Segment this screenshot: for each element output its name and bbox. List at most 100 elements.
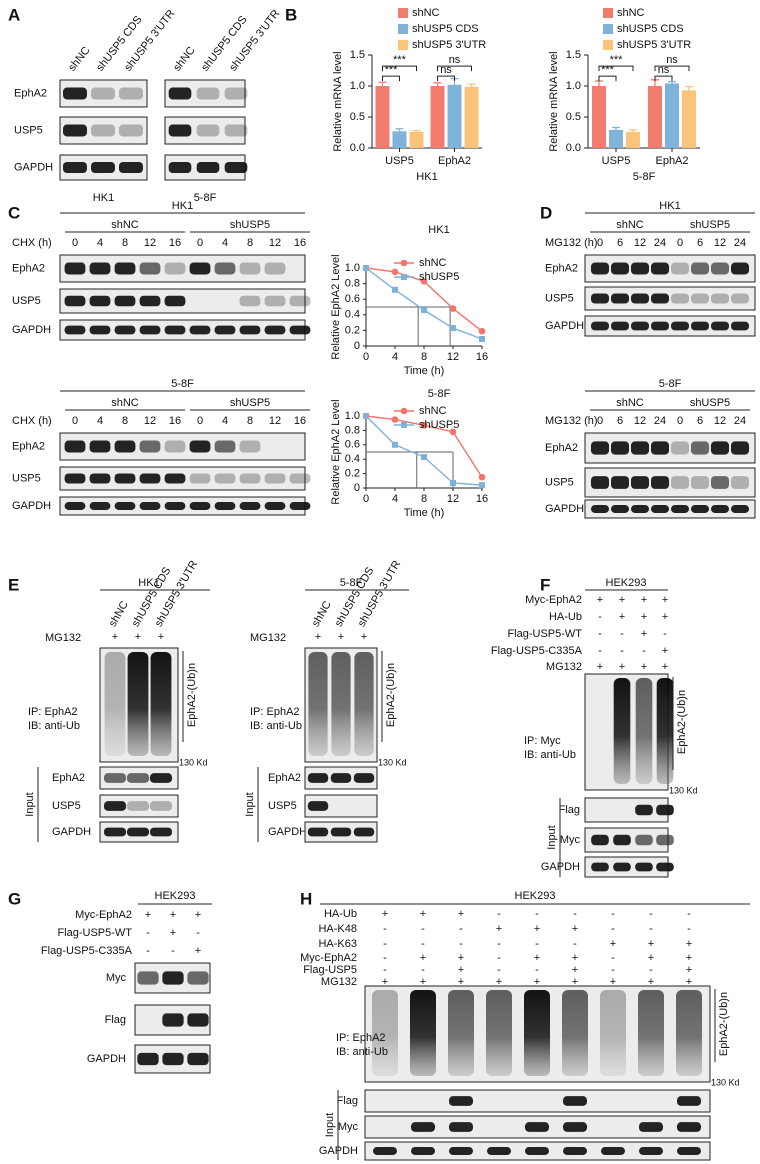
- y-tick-label: 0.6: [345, 293, 360, 305]
- error-bar: [378, 81, 387, 86]
- x-axis-label: 5-8F: [633, 171, 656, 183]
- panel-label: D: [540, 203, 552, 222]
- band: [730, 293, 750, 304]
- band: [103, 827, 127, 837]
- sign: -: [649, 923, 653, 935]
- sign: +: [648, 952, 654, 964]
- lane-label: shUSP5 3'UTR: [227, 8, 282, 74]
- row-label: GAPDH: [12, 324, 51, 336]
- legend-marker: [400, 259, 408, 267]
- legend-label: shUSP5 CDS: [617, 23, 684, 35]
- band: [126, 827, 150, 837]
- sign: +: [458, 964, 464, 976]
- band: [139, 325, 161, 335]
- row-label: GAPDH: [545, 503, 584, 515]
- treatment-label: CHX (h): [12, 237, 52, 249]
- sign: +: [195, 945, 201, 957]
- smear: [486, 990, 512, 1076]
- band: [670, 293, 690, 304]
- row-label: Myc: [106, 972, 127, 984]
- x-tick-label: 12: [447, 493, 459, 505]
- sign: -: [383, 938, 387, 950]
- y-axis-label: Relative mRNA level: [548, 51, 560, 151]
- band: [196, 87, 220, 100]
- time-label: 4: [97, 415, 103, 427]
- band: [710, 262, 730, 275]
- time-label: 4: [97, 237, 103, 249]
- legend-label: shUSP5 CDS: [412, 23, 479, 35]
- panel-label: C: [8, 203, 20, 222]
- smear: [613, 678, 631, 784]
- band: [677, 1147, 701, 1155]
- band: [650, 293, 670, 304]
- sign: -: [171, 945, 175, 957]
- legend-marker: [401, 274, 407, 280]
- chart-title: HK1: [428, 224, 449, 236]
- time-label: 0: [597, 415, 603, 427]
- y-tick-label: 0.6: [345, 439, 360, 451]
- band: [650, 505, 670, 513]
- band: [730, 505, 750, 513]
- input-label: Input: [244, 792, 256, 816]
- condition-label: Myc-EphA2: [525, 594, 582, 606]
- row-label: EphA2: [52, 772, 85, 784]
- error-bar: [467, 83, 476, 87]
- error-bar: [629, 129, 637, 132]
- row-label: USP5: [545, 292, 574, 304]
- sign: +: [112, 631, 118, 643]
- x-tick-label: 0: [363, 351, 369, 363]
- blot-frame: [584, 499, 756, 519]
- cell-label: HK1: [138, 577, 159, 589]
- band: [730, 321, 750, 331]
- band: [187, 1052, 209, 1066]
- band: [103, 801, 127, 811]
- band: [119, 87, 143, 100]
- sign: +: [641, 661, 647, 673]
- sign: +: [662, 645, 668, 657]
- band: [162, 971, 184, 985]
- sign: +: [648, 938, 654, 950]
- row-label: Flag: [105, 1014, 126, 1026]
- sign: -: [598, 645, 602, 657]
- marker: [450, 325, 456, 332]
- sig-bracket: [654, 75, 673, 82]
- marker: [450, 479, 456, 486]
- time-label: 0: [677, 237, 683, 249]
- band: [164, 295, 186, 307]
- band: [591, 862, 609, 872]
- band: [63, 162, 87, 173]
- band: [189, 502, 211, 510]
- time-label: 6: [697, 237, 703, 249]
- sign: -: [535, 964, 539, 976]
- sign: +: [496, 976, 502, 988]
- blot-frame: [99, 794, 179, 818]
- time-label: 12: [634, 415, 646, 427]
- panel-label: H: [300, 889, 312, 908]
- blot-frame: [584, 315, 756, 337]
- ub-label: EphA2-(Ub)n: [676, 690, 688, 754]
- band: [91, 124, 115, 137]
- band: [264, 473, 286, 484]
- row-label: GAPDH: [87, 1053, 126, 1065]
- y-tick-label: 1.0: [345, 262, 360, 274]
- condition-label: Flag-USP5-WT: [57, 927, 132, 939]
- band: [164, 440, 186, 453]
- sign: +: [338, 631, 344, 643]
- ub-label: EphA2-(Ub)n: [385, 663, 397, 727]
- band: [563, 1096, 587, 1106]
- band: [449, 1122, 473, 1132]
- band: [656, 834, 674, 846]
- legend-label: shNC: [617, 7, 645, 19]
- treatment-label: CHX (h): [12, 415, 52, 427]
- band: [164, 325, 186, 335]
- time-label: 16: [294, 237, 306, 249]
- x-tick-label: 8: [421, 493, 427, 505]
- time-label: 4: [222, 415, 228, 427]
- x-axis-label: HK1: [416, 171, 437, 183]
- ub-label: EphA2-(Ub)n: [718, 992, 730, 1056]
- sign: -: [146, 927, 150, 939]
- band: [89, 502, 111, 510]
- x-tick-label: USP5: [385, 155, 414, 167]
- band: [289, 502, 311, 510]
- marker: [449, 428, 457, 436]
